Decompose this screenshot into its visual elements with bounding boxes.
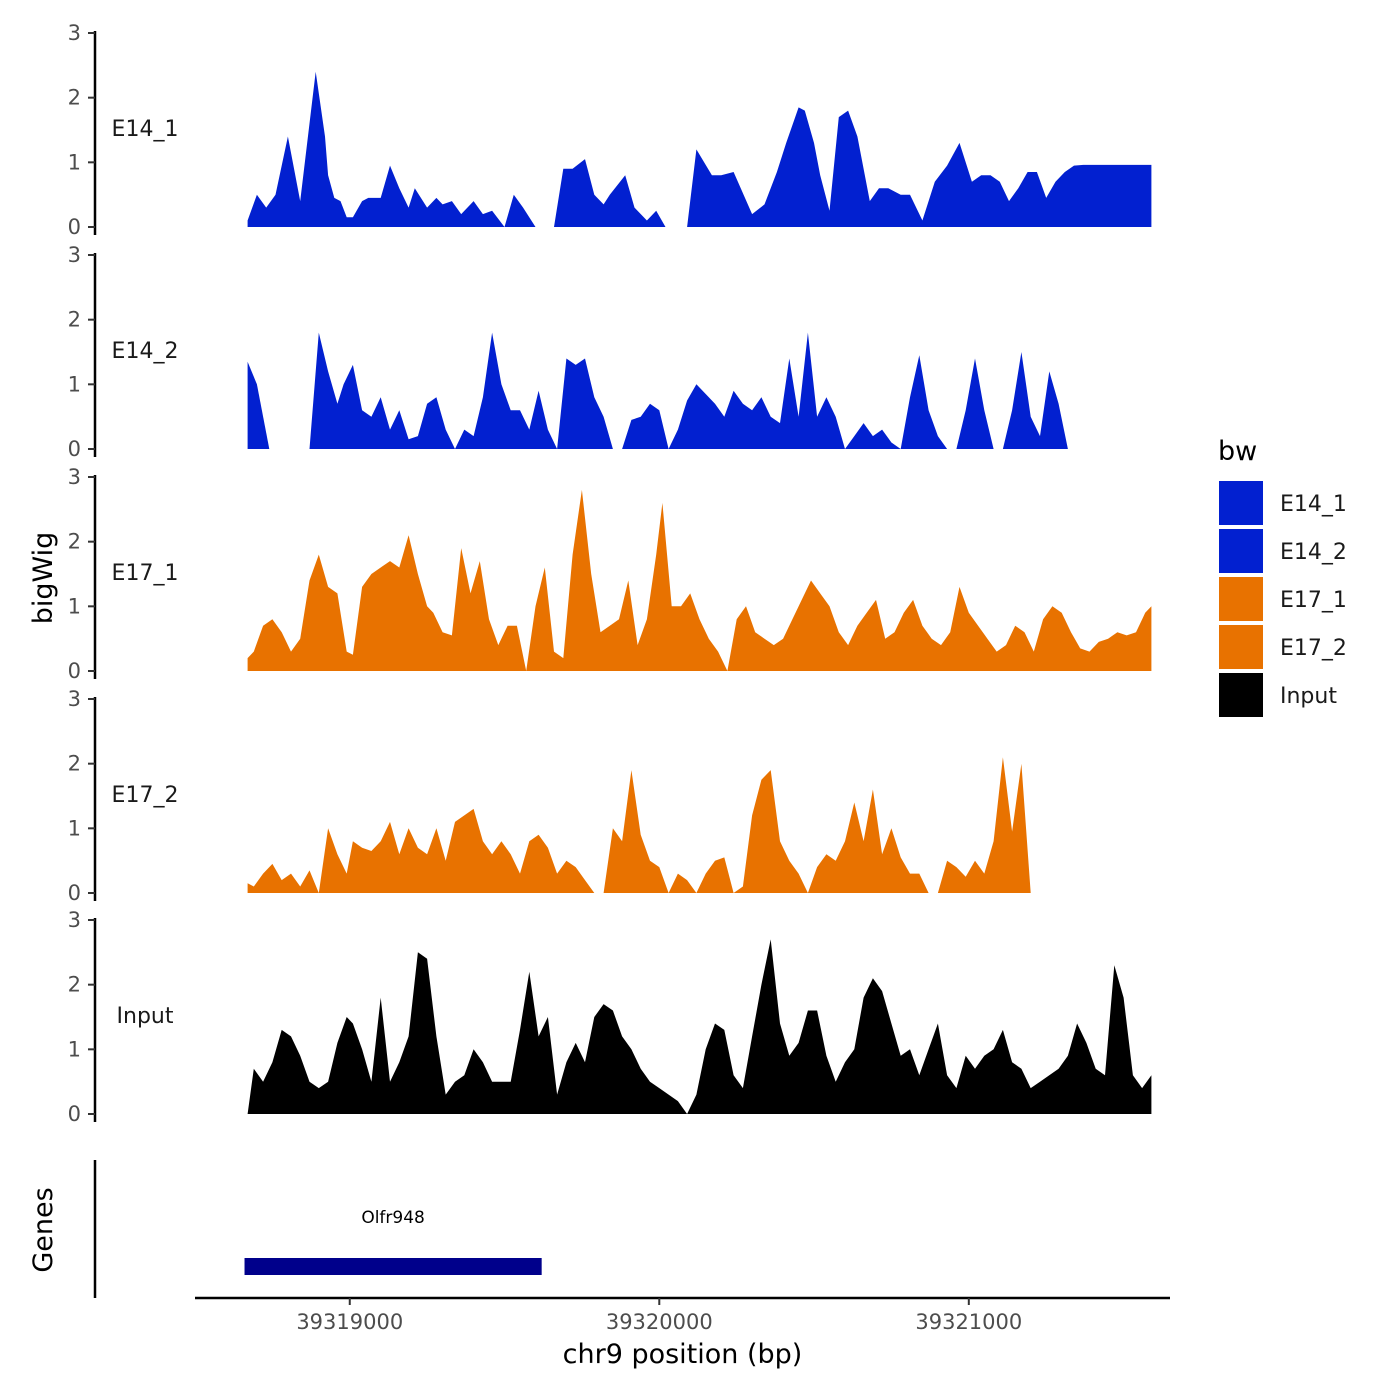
gene-label-olfr948: Olfr948 — [361, 1208, 425, 1228]
legend-key-e14-1 — [1217, 479, 1265, 527]
legend-key-e17-2 — [1217, 623, 1265, 671]
track-label-e17-2: E17_2 — [112, 783, 179, 808]
legend-title: bw — [1218, 436, 1257, 467]
legend-label-input: Input — [1280, 684, 1337, 709]
x-axis-title: chr9 position (bp) — [563, 1339, 803, 1370]
y-tick-label: 3 — [68, 21, 81, 45]
legend-label-e14-2: E14_2 — [1280, 540, 1347, 565]
legend-key-e17-1 — [1217, 575, 1265, 623]
y-tick-label: 2 — [68, 530, 81, 554]
y-tick-label: 1 — [68, 1037, 81, 1061]
legend-label-e17-1: E17_1 — [1280, 588, 1347, 613]
y-tick-label: 3 — [68, 465, 81, 489]
track-label-e14-1: E14_1 — [112, 117, 179, 142]
y-tick-label: 0 — [68, 659, 81, 683]
gene-olfr948 — [244, 1258, 542, 1275]
track-e17-1: 0 1 2 3 E17_1 — [68, 465, 1152, 683]
legend-key-input — [1217, 671, 1265, 719]
y-tick-label: 3 — [68, 908, 81, 932]
y-tick-label: 3 — [68, 687, 81, 711]
signal-tracks: 0 1 2 3 E14_1 0 1 2 3 E14_2 0 1 2 3 E17_1 0 1 2 3 E17_2 0 1 2 3… — [68, 21, 1152, 1126]
y-tick-label: 1 — [68, 372, 81, 396]
legend-key-e14-2 — [1217, 527, 1265, 575]
y-axis-title: bigWig — [28, 532, 59, 625]
track-label-e14-2: E14_2 — [112, 339, 179, 364]
x-tick-label: 39321000 — [915, 1310, 1022, 1334]
y-tick-label: 0 — [68, 1102, 81, 1126]
area-e17-1 — [247, 489, 1152, 671]
y-tick-label: 2 — [68, 973, 81, 997]
legend-label-e14-1: E14_1 — [1280, 492, 1347, 517]
y-tick-label: 0 — [68, 881, 81, 905]
gene-track: Genes Olfr948 — [28, 1160, 542, 1298]
area-e14-2 — [309, 332, 1152, 449]
track-e17-2: 0 1 2 3 E17_2 — [68, 687, 1152, 905]
y-tick-label: 1 — [68, 150, 81, 174]
legend-label-e17-2: E17_2 — [1280, 636, 1347, 661]
y-tick-label: 0 — [68, 437, 81, 461]
y-tick-label: 2 — [68, 86, 81, 110]
y-tick-label: 2 — [68, 752, 81, 776]
area-e14-2 — [247, 361, 270, 449]
y-tick-label: 1 — [68, 816, 81, 840]
area-e17-2 — [247, 757, 1152, 893]
area-e14-1 — [687, 107, 1152, 227]
x-tick-label: 39319000 — [296, 1310, 403, 1334]
gene-track-title: Genes — [28, 1187, 59, 1272]
track-e14-1: 0 1 2 3 E14_1 — [68, 21, 1152, 239]
y-tick-label: 2 — [68, 308, 81, 332]
x-tick-label: 39320000 — [606, 1310, 713, 1334]
track-e14-2: 0 1 2 3 E14_2 — [68, 243, 1152, 461]
track-label-e17-1: E17_1 — [112, 561, 179, 586]
track-input: 0 1 2 3 Input — [68, 908, 1152, 1126]
track-label-input: Input — [117, 1004, 174, 1029]
area-e14-1 — [247, 71, 536, 227]
y-tick-label: 0 — [68, 215, 81, 239]
y-tick-label: 1 — [68, 594, 81, 618]
y-tick-label: 3 — [68, 243, 81, 267]
area-e14-1 — [554, 159, 666, 227]
area-input — [247, 939, 1152, 1114]
x-axis: 39319000 39320000 39321000 — [195, 1296, 1170, 1334]
legend: bw E14_1 E14_2 E17_1 E17_2 Input — [1217, 436, 1347, 719]
